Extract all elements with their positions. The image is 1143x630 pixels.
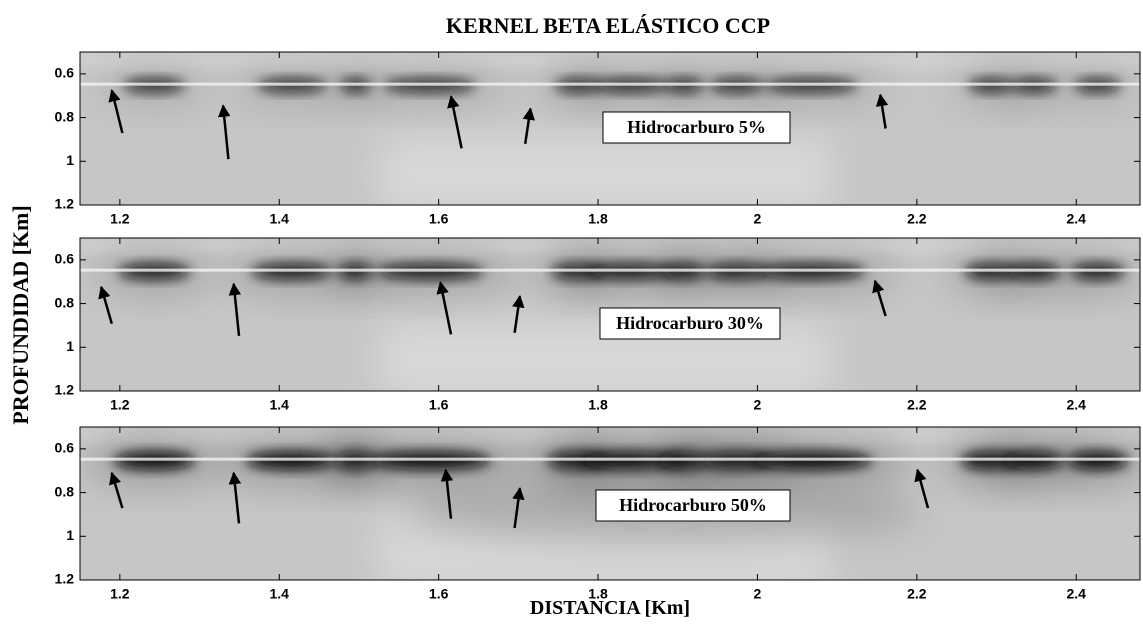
arrow (512, 294, 525, 334)
x-tick-label: 2.4 (1067, 397, 1087, 413)
heatmap (80, 52, 1140, 205)
annotation-box (602, 111, 791, 144)
arrow (447, 95, 463, 149)
x-tick-label: 2.2 (907, 586, 927, 602)
arrow (914, 468, 930, 509)
x-axis-label: DISTANCIA [Km] (530, 597, 690, 619)
arrow (436, 281, 453, 335)
arrow (440, 468, 454, 519)
chart-title: KERNEL BETA ELÁSTICO CCP (446, 13, 770, 38)
x-tick-label: 2.4 (1067, 586, 1087, 602)
heatmap-streak (80, 268, 1140, 272)
y-tick-label: 0.6 (55, 440, 75, 456)
y-tick-label: 0.6 (55, 65, 75, 81)
y-tick-label: 0.8 (55, 108, 75, 124)
heatmap-streak (80, 82, 1140, 86)
x-tick-label: 2.4 (1067, 211, 1087, 227)
y-tick-label: 1 (66, 152, 74, 168)
x-tick-label: 1.4 (270, 397, 290, 413)
x-tick-label: 2 (754, 397, 762, 413)
heatmap-upper (80, 52, 1140, 68)
y-tick-label: 0.8 (55, 294, 75, 310)
x-tick-label: 2 (754, 586, 762, 602)
x-tick-label: 1.8 (588, 211, 608, 227)
arrow (98, 285, 114, 325)
y-tick-label: 0.6 (55, 251, 75, 267)
x-tick-label: 1.2 (110, 586, 130, 602)
y-tick-label: 0.8 (55, 483, 75, 499)
annotation-box (599, 307, 781, 340)
arrow (217, 104, 231, 160)
x-tick-label: 2 (754, 211, 762, 227)
annotation-box (595, 489, 791, 522)
arrow (512, 486, 525, 529)
arrow (522, 107, 536, 144)
y-tick-label: 1 (66, 527, 74, 543)
y-tick-label: 1.2 (55, 571, 75, 587)
frame (79, 237, 1141, 392)
arrow (875, 93, 889, 129)
arrow (108, 89, 124, 134)
y-axis-label: PROFUNDIDAD [Km] (8, 205, 33, 424)
y-tick-label: 1 (66, 338, 74, 354)
annotation: Hidrocarburo 30% (616, 313, 764, 333)
x-tick-label: 1.2 (110, 397, 130, 413)
x-tick-label: 1.8 (588, 586, 608, 602)
annotation: Hidrocarburo 5% (627, 117, 766, 137)
heatmap-lower (380, 136, 830, 205)
frame (79, 426, 1141, 581)
x-tick-label: 1.6 (429, 211, 449, 227)
x-tick-label: 1.4 (270, 586, 290, 602)
annotation: Hidrocarburo 50% (619, 495, 767, 515)
heatmap-upper (80, 238, 1140, 254)
y-tick-label: 1.2 (55, 382, 75, 398)
x-tick-label: 2.2 (907, 211, 927, 227)
heatmap (80, 238, 1140, 391)
x-tick-label: 1.8 (588, 397, 608, 413)
arrow (228, 282, 242, 337)
x-tick-label: 1.2 (110, 211, 130, 227)
x-tick-label: 1.6 (429, 397, 449, 413)
x-tick-label: 2.2 (907, 397, 927, 413)
y-tick-label: 1.2 (55, 196, 75, 212)
arrow (872, 279, 887, 317)
arrow (109, 471, 124, 509)
heatmap-streak (80, 457, 1140, 461)
x-tick-label: 1.4 (270, 211, 290, 227)
frame (79, 51, 1141, 206)
arrow (228, 471, 242, 524)
x-tick-label: 1.6 (429, 586, 449, 602)
